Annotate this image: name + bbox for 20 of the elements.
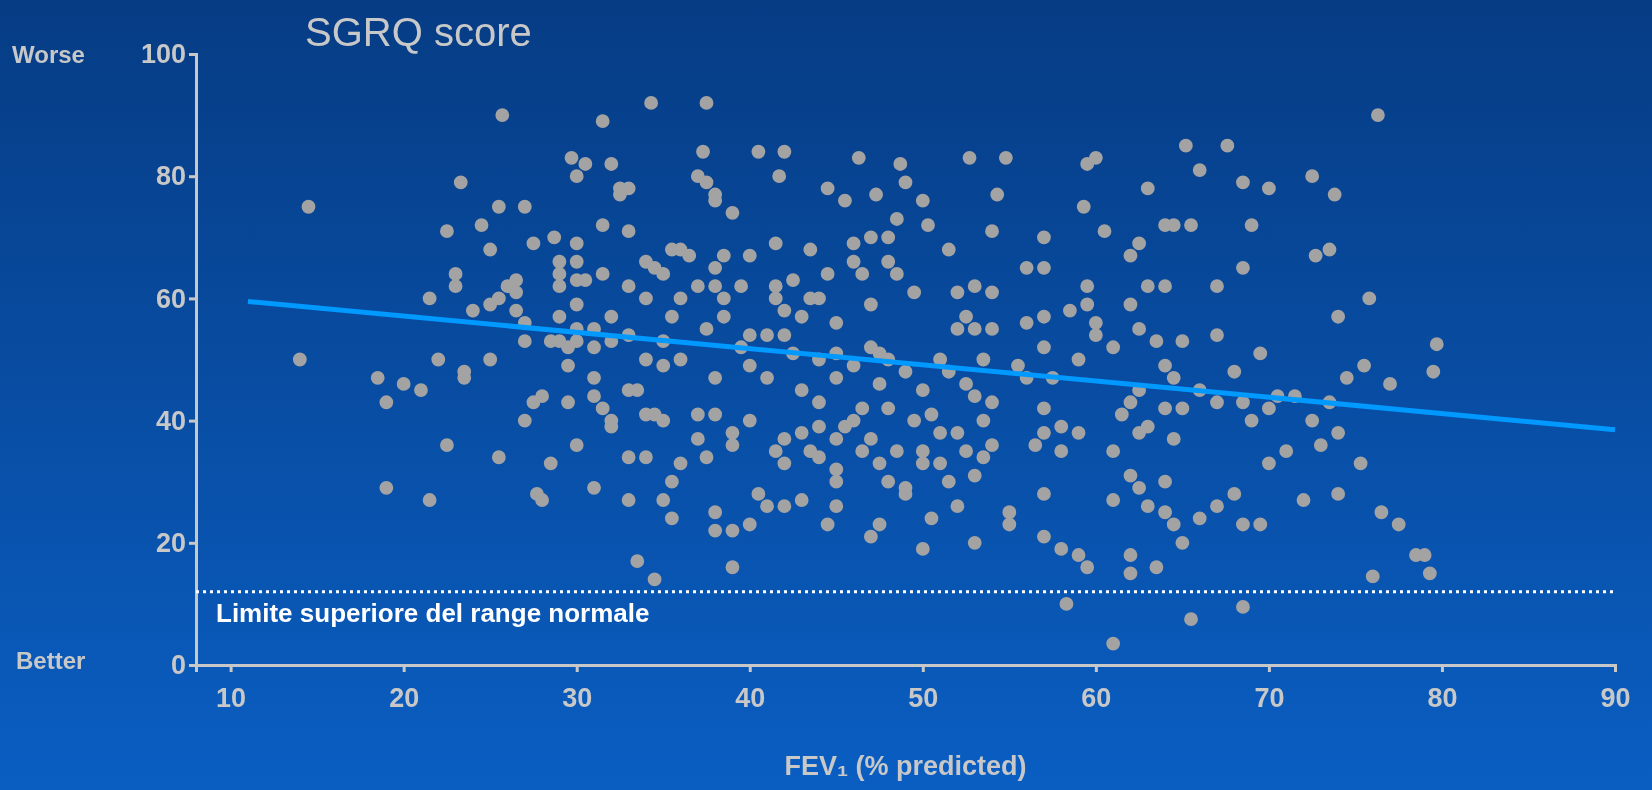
y-tick-label: 100 [140,39,186,70]
chart-title: SGRQ score [305,10,532,54]
x-tick-label: 30 [562,683,593,714]
x-tick-label: 80 [1427,683,1458,714]
text: Better [16,647,86,674]
x-tick-label: 60 [1081,683,1112,714]
x-tick-label: 10 [216,683,247,714]
x-tick-label: 50 [908,683,939,714]
y-tick-label: 0 [170,650,186,681]
y-tick-label: 40 [155,405,186,436]
x-tick-label: 40 [735,683,766,714]
x-tick-label: 20 [389,683,420,714]
x-tick-label: 70 [1254,683,1285,714]
text: Worse [12,41,85,68]
y-tick-label: 20 [155,527,186,558]
x-axis-title: FEV₁ (% predicted) [784,751,1027,781]
y-tick-label: 80 [155,161,186,192]
x-tick-label: 90 [1600,683,1631,714]
ref-line-label: Limite superiore del range normale [216,597,650,628]
y-tick-label: 60 [155,283,186,314]
